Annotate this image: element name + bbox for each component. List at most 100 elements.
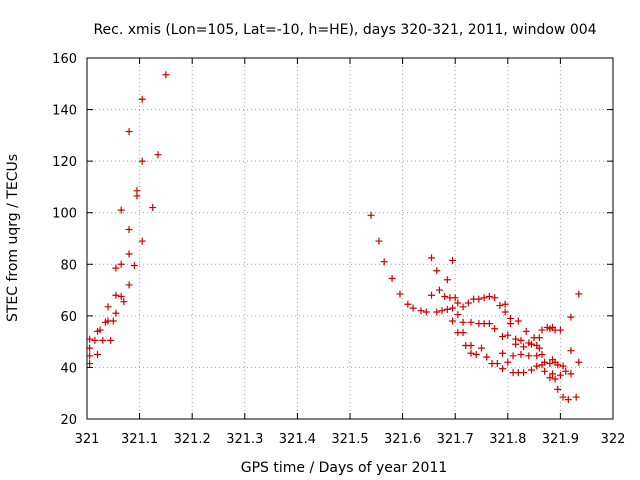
data-point [546,360,554,368]
data-point [504,358,512,366]
data-point [475,295,483,303]
data-point [138,95,146,103]
data-point [517,351,525,359]
data-point [556,326,564,334]
data-point [512,335,520,343]
data-point [554,385,562,393]
y-tick-label: 80 [60,258,77,273]
data-point [91,336,99,344]
data-point [517,336,525,344]
data-point [501,300,509,308]
data-point [86,360,94,368]
data-point [422,308,430,316]
data-point [449,304,457,312]
data-point [162,71,170,79]
x-tick-label: 321.3 [226,432,263,447]
x-tick-label: 321.2 [174,432,211,447]
data-point [149,204,157,212]
data-point [117,293,125,301]
data-point [459,303,467,311]
x-tick-label: 321.1 [121,432,158,447]
data-point [527,366,535,374]
data-point [125,225,133,233]
data-point [520,343,528,351]
data-point [451,294,459,302]
grid [87,58,613,419]
data-point [433,267,441,275]
data-point [96,326,104,334]
data-point [478,344,485,352]
data-point [472,351,480,359]
data-point [559,393,567,401]
data-point [449,256,457,264]
data-point [504,331,512,339]
data-point [404,300,412,308]
data-point [467,342,475,350]
x-tick-label: 322 [601,432,626,447]
data-point [443,276,451,284]
data-point [562,367,570,375]
data-point [491,325,499,333]
data-point [125,281,133,289]
data-point [499,349,507,357]
x-tick-label: 321.8 [489,432,526,447]
data-point [480,294,488,302]
data-point [575,358,583,366]
axis-ticks: 321 321.1 321.2 321.3 321.4 321.5 321.6 321.7 32… [52,52,625,447]
data-point [409,304,417,312]
data-point [104,303,112,311]
data-point [99,336,107,344]
data-point [483,353,491,361]
data-point [522,327,530,335]
x-tick-label: 321.7 [437,432,474,447]
data-point [125,250,133,258]
y-tick-label: 60 [60,310,77,325]
data-point [133,187,141,195]
data-point [533,352,541,360]
data-point [454,299,462,307]
data-points [86,71,583,404]
data-point [109,317,117,325]
data-point [467,318,475,326]
data-point [428,291,436,299]
data-point [514,317,522,325]
y-tick-label: 20 [60,413,77,428]
data-point [491,294,499,302]
y-tick-label: 160 [52,52,77,67]
data-point [86,352,94,360]
data-point [535,344,543,352]
data-point [572,393,580,401]
data-point [496,302,504,310]
data-point [546,374,554,382]
data-point [567,313,575,321]
x-tick-label: 321.4 [279,432,316,447]
data-point [117,206,125,214]
data-point [130,262,138,270]
data-point [417,307,425,315]
data-point [535,334,543,342]
data-point [567,370,575,378]
data-point [138,157,146,165]
data-point [396,290,404,298]
data-point [538,351,546,359]
data-point [125,127,133,135]
y-tick-label: 120 [52,155,77,170]
data-point [501,308,509,316]
data-point [541,367,549,375]
data-point [541,358,549,366]
data-point [388,274,396,282]
data-point [506,320,514,328]
data-point [380,258,388,266]
data-point [86,335,94,343]
data-point [559,362,567,370]
data-point [554,361,562,369]
data-point [428,254,436,262]
data-point [485,293,493,301]
data-point [499,365,507,373]
y-tick-label: 140 [52,104,77,119]
data-point [454,311,462,319]
data-point [459,318,467,326]
data-point [549,370,557,378]
data-point [107,336,115,344]
